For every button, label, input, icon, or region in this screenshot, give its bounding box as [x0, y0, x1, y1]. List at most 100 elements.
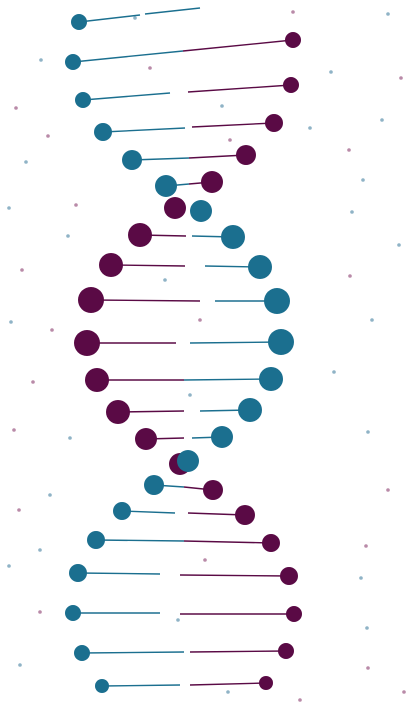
node	[259, 367, 283, 391]
node	[201, 171, 223, 193]
dot	[20, 268, 24, 272]
dot	[359, 576, 363, 580]
dot	[24, 160, 28, 164]
dot	[402, 690, 406, 694]
dot	[74, 203, 78, 207]
dot	[220, 104, 224, 108]
dot	[7, 564, 11, 568]
node	[69, 564, 87, 582]
node	[128, 223, 152, 247]
node	[122, 150, 142, 170]
dot	[348, 274, 352, 278]
rung	[110, 264, 186, 267]
node	[211, 426, 233, 448]
dot	[386, 12, 390, 16]
rung	[101, 684, 181, 687]
base-pairs	[65, 7, 302, 693]
node	[235, 505, 255, 525]
node	[94, 123, 112, 141]
rung	[95, 539, 185, 542]
rung	[72, 50, 184, 63]
node	[99, 253, 123, 277]
dot	[50, 328, 54, 332]
rung	[182, 39, 294, 52]
dot	[18, 663, 22, 667]
dot	[38, 548, 42, 552]
node	[264, 288, 290, 314]
node	[248, 255, 272, 279]
dot	[176, 618, 180, 622]
dot	[386, 488, 390, 492]
dot	[12, 428, 16, 432]
dot	[163, 278, 167, 282]
rung	[187, 84, 292, 93]
dot	[9, 320, 13, 324]
rung	[189, 682, 267, 686]
dot	[332, 370, 336, 374]
node	[74, 645, 90, 661]
node	[265, 114, 283, 132]
dot	[198, 318, 202, 322]
rung	[102, 127, 186, 133]
node	[259, 676, 273, 690]
dot	[66, 234, 70, 238]
dot	[188, 393, 192, 397]
dot	[329, 70, 333, 74]
dot	[380, 118, 384, 122]
dot	[366, 666, 370, 670]
node	[65, 605, 81, 621]
dot	[350, 210, 354, 214]
rung	[189, 341, 282, 344]
dot	[38, 610, 42, 614]
dot	[399, 76, 403, 80]
node	[283, 77, 299, 93]
dot	[365, 626, 369, 630]
dot	[397, 243, 401, 247]
rung	[81, 651, 185, 654]
dot	[68, 436, 72, 440]
dot	[31, 380, 35, 384]
node	[95, 679, 109, 693]
node	[71, 14, 87, 30]
node	[221, 225, 245, 249]
dot	[203, 558, 207, 562]
rung	[90, 299, 201, 302]
rung	[78, 14, 141, 23]
dot	[39, 58, 43, 62]
rung	[179, 574, 290, 577]
node	[78, 287, 104, 313]
node	[85, 368, 109, 392]
dot	[133, 16, 137, 20]
dot	[46, 134, 50, 138]
node	[164, 197, 186, 219]
node	[262, 534, 280, 552]
node	[65, 54, 81, 70]
node	[190, 200, 212, 222]
node	[203, 480, 223, 500]
rung	[144, 7, 201, 15]
node	[177, 450, 199, 472]
dot	[366, 430, 370, 434]
dot	[361, 178, 365, 182]
node	[285, 32, 301, 48]
node	[135, 428, 157, 450]
node	[74, 330, 100, 356]
rung	[191, 122, 275, 128]
node	[106, 400, 130, 424]
dot	[347, 148, 351, 152]
background-dots	[7, 10, 406, 702]
node	[268, 329, 294, 355]
dot	[14, 106, 18, 110]
node	[278, 643, 294, 659]
dot	[7, 206, 11, 210]
node	[236, 145, 256, 165]
node	[144, 475, 164, 495]
dot	[226, 690, 230, 694]
node	[87, 531, 105, 549]
dot	[228, 138, 232, 142]
dot	[364, 544, 368, 548]
dot	[370, 318, 374, 322]
rung	[77, 572, 161, 575]
dot	[308, 126, 312, 130]
